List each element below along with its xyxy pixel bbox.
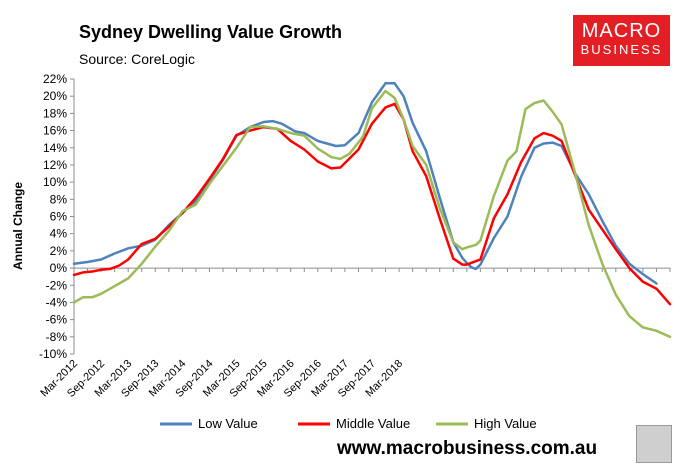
y-tick-label: -6% [46,313,68,327]
source-label: Source: CoreLogic [79,51,195,67]
series-line-low-value [72,82,658,285]
plot-area: -10% -8% -6% -4% -2% 0% 2% 4% 6% 8% 10% 12% 14% 16% 18… [38,72,672,400]
y-tick-label: -8% [46,330,68,344]
y-tick-label: -2% [46,278,68,292]
series-line-middle-value [72,102,672,306]
logo-line-2: BUSINESS [580,42,663,57]
legend-label: High Value [474,416,537,431]
y-tick-label: 4% [50,227,68,241]
series-line-high-value [72,89,672,339]
y-tick-label: 16% [43,124,67,138]
legend-label: Middle Value [336,416,410,431]
y-tick-label: 10% [43,175,67,189]
y-axis-label: Annual Change [11,182,25,270]
y-tick-label: -10% [39,347,67,361]
y-tick-label: -4% [46,295,68,309]
logo-line-1: MACRO [581,20,662,42]
y-tick-label: 0% [50,261,68,275]
y-tick-label: 20% [43,89,67,103]
y-tick-label: 14% [43,141,67,155]
y-tick-label: 12% [43,158,67,172]
y-tick-label: 2% [50,244,68,258]
y-tick-label: 8% [50,192,68,206]
footer-url[interactable]: www.macrobusiness.com.au [337,438,598,459]
line-chart: -10% -8% -6% -4% -2% 0% 2% 4% 6% 8% 10% 12% 14% 16% 18… [11,72,672,400]
chart-legend: Low Value Middle Value High Value [160,416,537,431]
y-tick-label: 18% [43,106,67,120]
wolf-icon [636,425,672,463]
y-tick-label: 6% [50,210,68,224]
legend-label: Low Value [198,416,258,431]
y-tick-label: 22% [43,72,67,86]
page-title: Sydney Dwelling Value Growth [79,22,343,42]
macrobusiness-logo[interactable]: MACRO BUSINESS [573,15,670,66]
